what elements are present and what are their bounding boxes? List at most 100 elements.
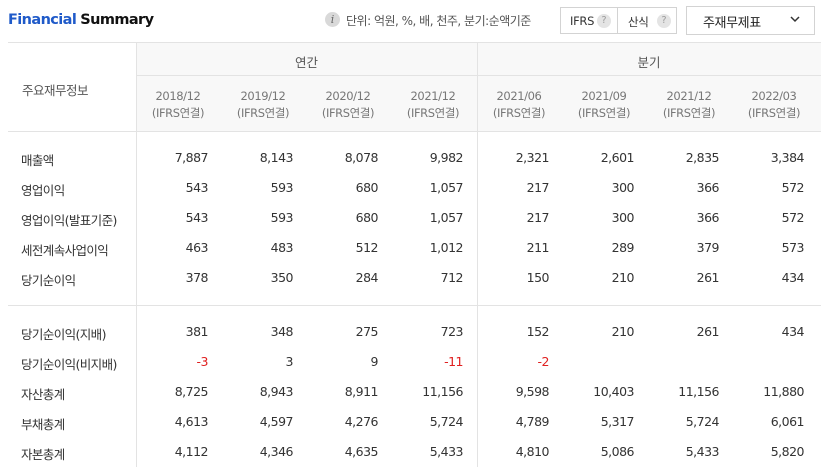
table-cell: 2,835	[685, 150, 720, 165]
info-icon[interactable]: i	[325, 12, 340, 27]
period-header: 2020/12 (IFRS연결)	[306, 88, 390, 122]
ifrs-button[interactable]: IFRS ?	[560, 7, 618, 34]
table-cell: 8,943	[259, 384, 294, 399]
period-basis: (IFRS연결)	[747, 106, 801, 120]
table-cell: 463	[185, 240, 209, 255]
row-label: 당기순이익	[21, 273, 76, 288]
period-header: 2021/06 (IFRS연결)	[477, 88, 561, 122]
table-row: 자산총계 8,725 8,943 8,911 11,156 9,598 10,403 11,1…	[0, 377, 821, 407]
table-row: 세전계속사업이익 463 483 512 1,012 211 289 379 573	[0, 233, 821, 263]
period-date: 2020/12	[325, 89, 371, 103]
period-header: 2021/12 (IFRS연결)	[391, 88, 475, 122]
table-cell: 275	[355, 324, 379, 339]
chevron-down-icon	[790, 16, 800, 23]
table-cell: 366	[696, 180, 720, 195]
table-cell: 378	[185, 270, 209, 285]
table-cell: 5,820	[770, 444, 805, 459]
unit-note: 단위: 억원, %, 배, 천주, 분기:순액기준	[346, 14, 531, 28]
table-cell: 543	[185, 210, 209, 225]
row-label: 세전계속사업이익	[21, 243, 109, 258]
table-cell: 434	[781, 270, 805, 285]
header-bottom-border	[8, 131, 821, 132]
annual-quarter-divider	[477, 43, 478, 467]
period-date: 2018/12	[155, 89, 201, 103]
table-cell: 593	[270, 180, 294, 195]
table-cell: 8,078	[344, 150, 379, 165]
period-header: 2021/09 (IFRS연결)	[562, 88, 646, 122]
table-cell: 152	[526, 324, 550, 339]
title-part-financial: Financial	[8, 12, 77, 28]
row-label: 매출액	[21, 153, 54, 168]
table-cell: 8,143	[259, 150, 294, 165]
column-header-background	[136, 43, 821, 132]
table-cell: -3	[196, 354, 209, 369]
table-cell: 11,156	[678, 384, 719, 399]
table-cell: 483	[270, 240, 294, 255]
table-cell: 8,725	[174, 384, 209, 399]
table-cell: 8,911	[344, 384, 379, 399]
table-row: 당기순이익(지배) 381 348 275 723 152 210 261 434	[0, 317, 821, 347]
period-basis: (IFRS연결)	[236, 106, 290, 120]
table-cell: 4,810	[515, 444, 550, 459]
formula-help-icon[interactable]: ?	[657, 14, 671, 28]
table-cell: 5,433	[685, 444, 720, 459]
table-cell: 289	[611, 240, 635, 255]
table-cell: 572	[781, 210, 805, 225]
table-cell: 712	[440, 270, 464, 285]
period-basis: (IFRS연결)	[577, 106, 631, 120]
table-row: 영업이익 543 593 680 1,057 217 300 366 572	[0, 173, 821, 203]
period-date: 2021/12	[410, 89, 456, 103]
period-basis: (IFRS연결)	[151, 106, 205, 120]
period-date: 2021/06	[496, 89, 542, 103]
quarter-group-header: 분기	[637, 55, 661, 70]
table-cell: 4,346	[259, 444, 294, 459]
table-cell: 512	[355, 240, 379, 255]
period-date: 2022/03	[751, 89, 797, 103]
row-label: 영업이익	[21, 183, 65, 198]
table-cell: 7,887	[174, 150, 209, 165]
table-row: 매출액 7,887 8,143 8,078 9,982 2,321 2,601 2,835 3,…	[0, 143, 821, 173]
table-cell: 5,317	[600, 414, 635, 429]
table-cell: 5,433	[429, 444, 464, 459]
table-cell: 350	[270, 270, 294, 285]
title-part-summary: Summary	[80, 12, 154, 28]
table-cell: 210	[611, 270, 635, 285]
table-cell: 1,012	[429, 240, 464, 255]
table-cell: 284	[355, 270, 379, 285]
table-cell: 2,601	[600, 150, 635, 165]
table-cell: 9,598	[515, 384, 550, 399]
formula-button[interactable]: 산식 ?	[617, 7, 677, 34]
period-header: 2019/12 (IFRS연결)	[221, 88, 305, 122]
table-cell: 4,597	[259, 414, 294, 429]
table-cell: 1,057	[429, 210, 464, 225]
statement-type-select[interactable]: 주재무제표	[686, 6, 815, 35]
table-cell: -11	[444, 354, 463, 369]
formula-button-label: 산식	[628, 15, 649, 29]
period-header: 2018/12 (IFRS연결)	[136, 88, 220, 122]
table-cell: 348	[270, 324, 294, 339]
table-cell: 300	[611, 180, 635, 195]
table-cell: 4,789	[515, 414, 550, 429]
table-cell: 573	[781, 240, 805, 255]
table-row: 자본총계 4,112 4,346 4,635 5,433 4,810 5,086 5,433 5…	[0, 437, 821, 467]
table-cell: 217	[526, 210, 550, 225]
table-cell: 210	[611, 324, 635, 339]
row-label: 부채총계	[21, 417, 65, 432]
table-cell: 4,112	[174, 444, 209, 459]
table-cell: 300	[611, 210, 635, 225]
group-header-divider	[136, 75, 821, 76]
ifrs-help-icon[interactable]: ?	[597, 14, 611, 28]
period-date: 2021/09	[581, 89, 627, 103]
corner-header: 주요재무정보	[8, 43, 136, 132]
table-cell: 5,724	[685, 414, 720, 429]
table-cell: 261	[696, 270, 720, 285]
table-cell: 11,880	[763, 384, 804, 399]
table-cell: 2,321	[515, 150, 550, 165]
table-cell: 381	[185, 324, 209, 339]
period-date: 2019/12	[240, 89, 286, 103]
header-top-border	[8, 42, 821, 43]
label-column-divider	[136, 43, 137, 467]
row-label: 영업이익(발표기준)	[21, 213, 117, 228]
period-header: 2022/03 (IFRS연결)	[732, 88, 816, 122]
annual-group-header: 연간	[294, 55, 318, 70]
